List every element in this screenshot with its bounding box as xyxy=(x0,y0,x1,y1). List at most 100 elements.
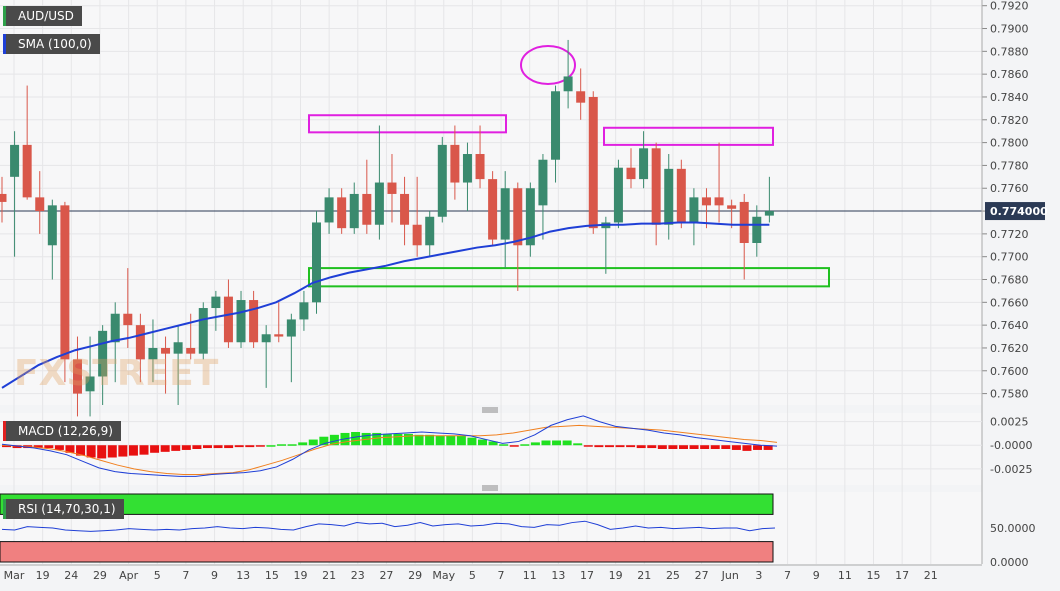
candle-body xyxy=(613,167,623,223)
candle-body xyxy=(249,300,259,343)
candle-body xyxy=(689,197,699,223)
price-axis: 0.7920 0.7900 0.7880 0.7860 0.7840 0.7820 0.78… xyxy=(981,0,1048,564)
legend-macd-label[interactable]: MACD (12,26,9) xyxy=(3,421,121,441)
macd-histogram-bar xyxy=(308,439,318,446)
macd-tick-label: -0.0025 xyxy=(990,463,1032,476)
price-tick-label: 0.7660 xyxy=(990,296,1029,309)
macd-histogram-bar xyxy=(393,433,403,446)
macd-histogram-bar xyxy=(213,445,223,449)
candle-body xyxy=(387,182,397,194)
time-tick-label: 15 xyxy=(867,569,881,582)
price-tick-label: 0.7760 xyxy=(990,182,1029,195)
time-tick-label: 27 xyxy=(695,569,709,582)
sma-line xyxy=(1,221,770,389)
candle-body xyxy=(186,347,196,354)
macd-histogram-bar xyxy=(160,445,170,452)
candle-body xyxy=(85,376,95,392)
time-tick-label: 21 xyxy=(924,569,938,582)
macd-histogram-bar xyxy=(128,445,138,456)
candle-body xyxy=(35,197,45,212)
current-price-label: 0.774000 xyxy=(990,205,1048,218)
rsi-oversold-zone xyxy=(0,541,774,563)
candle-body xyxy=(513,188,523,246)
candle-body xyxy=(22,144,32,198)
time-tick-label: 9 xyxy=(211,569,218,582)
macd-histogram-bar xyxy=(478,439,488,446)
candle-body xyxy=(135,325,145,360)
price-tick-label: 0.7820 xyxy=(990,114,1029,127)
resistance-box-2 xyxy=(603,126,774,146)
candle-body xyxy=(198,308,208,354)
candle-body xyxy=(374,182,384,225)
macd-line xyxy=(1,415,778,477)
candle-body xyxy=(161,347,171,354)
price-tick-label: 0.7920 xyxy=(990,0,1029,13)
rsi-tick-label: 50.0000 xyxy=(990,522,1036,535)
macd-histogram-bar xyxy=(192,445,202,449)
support-box xyxy=(308,267,830,288)
macd-histogram-bar xyxy=(678,445,688,449)
macd-histogram-bar xyxy=(573,443,583,446)
macd-histogram-bar xyxy=(403,433,413,446)
macd-histogram-bar xyxy=(467,437,477,446)
candle-body xyxy=(110,313,120,343)
macd-histogram-bar xyxy=(636,445,646,449)
candle-body xyxy=(223,296,233,343)
macd-histogram-bar xyxy=(150,445,160,453)
macd-histogram-bar xyxy=(753,445,763,450)
candle-body xyxy=(525,188,535,246)
macd-signal-line xyxy=(1,424,778,475)
candle-body xyxy=(752,216,762,243)
candle-body xyxy=(236,300,246,343)
macd-histogram-bar xyxy=(255,445,265,447)
time-tick-label: Mar xyxy=(4,569,25,582)
annotations xyxy=(0,45,982,288)
price-tick-label: 0.7600 xyxy=(990,365,1029,378)
macd-histogram-bar xyxy=(562,440,572,446)
macd-histogram-bar xyxy=(372,432,382,446)
splitter-handle-macd[interactable] xyxy=(482,407,498,413)
peak-ellipse xyxy=(520,45,576,86)
watermark: FXSTREET xyxy=(14,353,219,394)
candle-body xyxy=(437,144,447,217)
candle-body xyxy=(576,91,586,103)
macd-histogram-bar xyxy=(425,434,435,446)
macd-histogram-bar xyxy=(298,442,308,446)
macd-histogram-bar xyxy=(456,435,466,446)
time-tick-label: 5 xyxy=(469,569,476,582)
time-tick-label: 21 xyxy=(637,569,651,582)
candle-body xyxy=(148,347,158,360)
macd-histogram-bar xyxy=(552,440,562,446)
macd-histogram-bar xyxy=(382,433,392,446)
legend-series-label[interactable]: AUD/USD xyxy=(3,6,82,26)
legend-rsi-label[interactable]: RSI (14,70,30,1) xyxy=(3,499,124,519)
macd-histogram-bar xyxy=(76,445,86,456)
current-price-badge xyxy=(985,202,1045,221)
macd-histogram-bar xyxy=(615,445,625,448)
macd-histogram-bar xyxy=(541,440,551,446)
macd-histogram-bar xyxy=(139,445,149,455)
macd-histogram-bar xyxy=(118,445,128,457)
candle-body xyxy=(701,197,711,206)
time-tick-label: 7 xyxy=(784,569,791,582)
candles xyxy=(0,39,774,417)
time-tick-label: 7 xyxy=(182,569,189,582)
macd-histogram-bar xyxy=(44,445,54,449)
splitter-handle-rsi[interactable] xyxy=(482,485,498,491)
candle-body xyxy=(714,197,724,206)
candle-body xyxy=(764,211,774,216)
time-tick-label: 11 xyxy=(523,569,537,582)
candle-body xyxy=(563,76,573,92)
candle-body xyxy=(500,188,510,240)
legend-sma-label[interactable]: SMA (100,0) xyxy=(3,34,100,54)
time-tick-label: 9 xyxy=(813,569,820,582)
macd-histogram-bar xyxy=(245,445,255,448)
rsi-tick-label: 0.0000 xyxy=(990,556,1029,569)
price-tick-label: 0.7580 xyxy=(990,388,1029,401)
candle-body xyxy=(538,159,548,206)
candle-body xyxy=(10,144,20,177)
macd-histogram-bar xyxy=(742,445,752,451)
candle-body xyxy=(727,205,737,209)
price-tick-label: 0.7800 xyxy=(990,137,1029,150)
macd-tick-label: -0.0000 xyxy=(990,439,1032,452)
